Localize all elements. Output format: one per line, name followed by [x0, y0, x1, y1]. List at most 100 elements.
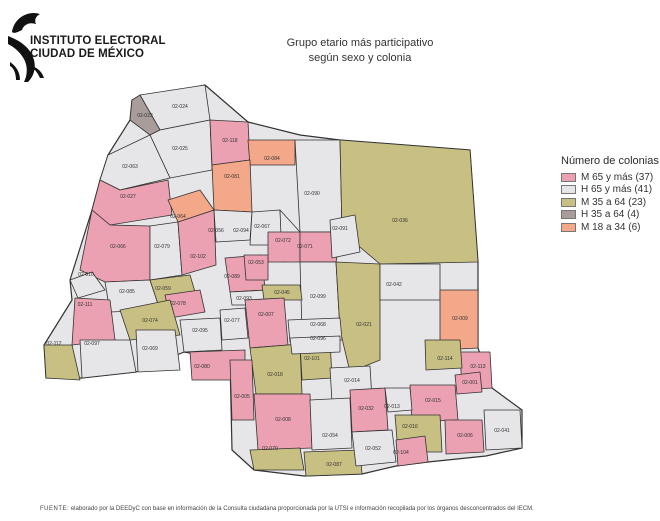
legend-item: M 65 y más (37) [561, 171, 659, 184]
colonia-label: 02-074 [142, 318, 158, 324]
colonia-label: 02-066 [110, 244, 126, 250]
logo-line2: CIUDAD DE MÉXICO [30, 48, 145, 60]
colonia-label: 02-056 [208, 228, 224, 234]
colonia-label: 02-096 [310, 336, 326, 342]
legend-label: M 18 a 34 (6) [581, 221, 641, 233]
colonia-label: 02-090 [304, 191, 320, 197]
colonia-label: 02-099 [310, 294, 326, 300]
colonia-02-010 [69, 271, 106, 299]
colonia-label: 02-081 [224, 174, 240, 180]
legend-swatch [561, 222, 576, 232]
colonia-label: 02-014 [344, 378, 360, 384]
legend-swatch [561, 185, 576, 195]
colonia-label: 02-069 [142, 346, 158, 352]
colonia-label: 02-102 [190, 254, 206, 260]
colonia-02-054 [309, 397, 353, 451]
colonia-02-095 [179, 317, 223, 353]
colonia-02-068 [287, 317, 343, 343]
colonia-label: 02-006 [457, 433, 473, 439]
colonia-label: 02-010 [78, 272, 94, 278]
colonia-02-114 [424, 339, 463, 371]
colonia-label: 02-068 [310, 322, 326, 328]
source-label: Fuente: [40, 506, 70, 512]
colonia-label: 02-095 [192, 328, 208, 334]
colonia-label: 02-036 [392, 218, 408, 224]
colonia-02-063 [99, 134, 171, 191]
colonia-label: 02-015 [425, 398, 441, 404]
colonia-label: 02-072 [275, 238, 291, 244]
colonia-02-053 [243, 254, 269, 281]
legend-swatch [561, 197, 576, 207]
colonia-02-001 [454, 371, 483, 395]
colonia-02-091 [329, 214, 361, 259]
colonia-label: 02-032 [358, 406, 374, 412]
colonia-label: 02-024 [172, 104, 188, 110]
colonia-label: 02-078 [170, 301, 186, 307]
title-line2: según sexo y colonia [308, 52, 412, 64]
colonia-02-036 [339, 139, 479, 265]
colonia-02-013 [384, 387, 413, 413]
legend-item: H 65 y más (41) [561, 184, 659, 197]
colonia-02-041 [483, 409, 523, 451]
colonia-label: 02-005 [234, 394, 250, 400]
colonia-label: 02-054 [322, 433, 338, 439]
colonia-02-009 [439, 289, 479, 351]
colonia-label: 02-023 [137, 113, 153, 119]
colonia-label: 02-114 [437, 356, 452, 362]
colonia-label: 02-013 [384, 404, 400, 410]
logo-line1: INSTITUTO ELECTORAL [30, 35, 166, 47]
colonia-label: 02-045 [274, 290, 290, 296]
colonia-label: 02-080 [194, 364, 210, 370]
colonia-02-064 [167, 189, 215, 223]
legend-label: H 65 y más (41) [581, 184, 653, 196]
legend-title: Número de colonias [561, 155, 659, 167]
legend-swatch [561, 210, 576, 220]
legend-item: H 35 a 64 (4) [561, 209, 659, 222]
colonia-label: 02-067 [254, 224, 270, 230]
colonia-02-097 [79, 339, 137, 379]
eagle-logo-icon [8, 12, 44, 82]
legend-label: M 65 y más (37) [581, 171, 654, 183]
legend-swatch [561, 172, 576, 182]
colonia-02-087 [303, 449, 363, 477]
colonia-label: 02-018 [267, 372, 283, 378]
colonia-label: 02-027 [120, 194, 136, 200]
colonia-label: 02-093 [236, 296, 252, 302]
colonia-label: 02-070 [262, 446, 278, 452]
colonia-02-005 [229, 359, 255, 421]
colonia-02-006 [444, 419, 485, 455]
colonia-label: 02-118 [222, 138, 237, 144]
colonia-label: 02-087 [326, 462, 342, 468]
colonia-label: 02-097 [84, 341, 100, 347]
colonia-02-056 [213, 209, 253, 243]
colonia-label: 02-042 [386, 282, 402, 288]
colonia-label: 02-101 [304, 356, 320, 362]
colonia-label: 02-104 [393, 450, 409, 456]
colonia-02-090 [294, 139, 343, 233]
colonia-02-079 [149, 221, 183, 281]
legend-label: M 35 a 64 (23) [581, 196, 647, 208]
colonia-label: 02-091 [332, 226, 348, 232]
colonia-label: 02-059 [155, 286, 171, 292]
colonia-label: 02-112 [46, 341, 61, 347]
colonia-label: 02-009 [452, 316, 468, 322]
colonia-label: 02-084 [264, 156, 280, 162]
colonia-02-007 [244, 297, 289, 349]
title-line1: Grupo etario más participativo [286, 37, 434, 49]
colonia-label: 02-007 [258, 312, 274, 318]
colonia-02-104 [395, 435, 429, 467]
colonia-02-052 [351, 429, 397, 467]
colonia-label: 02-041 [494, 428, 510, 434]
colonia-label: 02-025 [172, 146, 188, 152]
legend-item: M 18 a 34 (6) [561, 221, 659, 234]
colonia-label: 02-063 [122, 164, 138, 170]
colonia-02-070 [249, 447, 305, 471]
colonia-02-069 [135, 329, 181, 373]
colonia-02-045 [261, 284, 303, 301]
colonia-label: 02-001 [462, 380, 478, 386]
colonia-02-077 [219, 307, 249, 341]
colonia-02-112 [43, 344, 81, 381]
colonia-label: 02-111 [78, 302, 93, 308]
source-note: Fuente: elaborado por la DEEDyC con base… [40, 506, 640, 512]
